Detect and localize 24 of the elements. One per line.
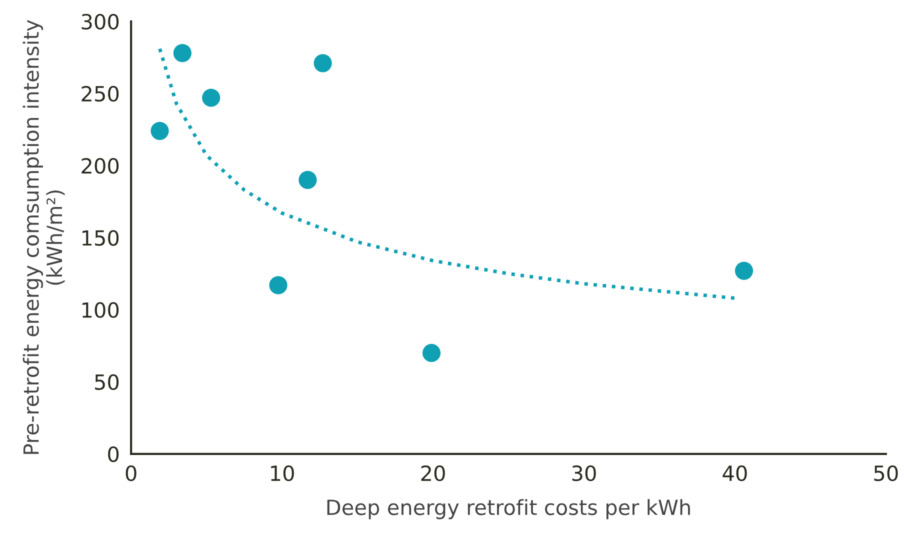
point: [422, 344, 441, 362]
y-tick-label: 0: [108, 446, 119, 462]
y-axis-title: Pre-retrofit energy comsumption intensity (kWh/m²): [22, 20, 65, 454]
y-tick-label: 100: [82, 302, 119, 318]
point: [202, 88, 220, 107]
x-tick-label: 40: [722, 465, 747, 482]
y-tick-label: 300: [82, 14, 119, 30]
x-axis-title: Deep energy retrofit costs per kWh: [327, 499, 690, 520]
y-tick-label: 200: [82, 158, 119, 174]
point: [173, 44, 192, 62]
x-tick-label: 0: [126, 465, 136, 482]
point: [734, 262, 754, 280]
y-tick-label: 150: [82, 230, 119, 246]
point: [298, 170, 317, 190]
y-tick-label: 250: [82, 86, 119, 102]
x-tick-label: 30: [572, 465, 596, 482]
point: [314, 54, 332, 72]
x-tick-label: 10: [271, 465, 294, 482]
x-tick-label: 50: [874, 465, 898, 482]
line-series: [158, 47, 737, 300]
point: [269, 276, 288, 294]
x-tick-label: 20: [421, 465, 445, 482]
point: [150, 122, 169, 140]
y-tick-label: 50: [95, 374, 119, 390]
